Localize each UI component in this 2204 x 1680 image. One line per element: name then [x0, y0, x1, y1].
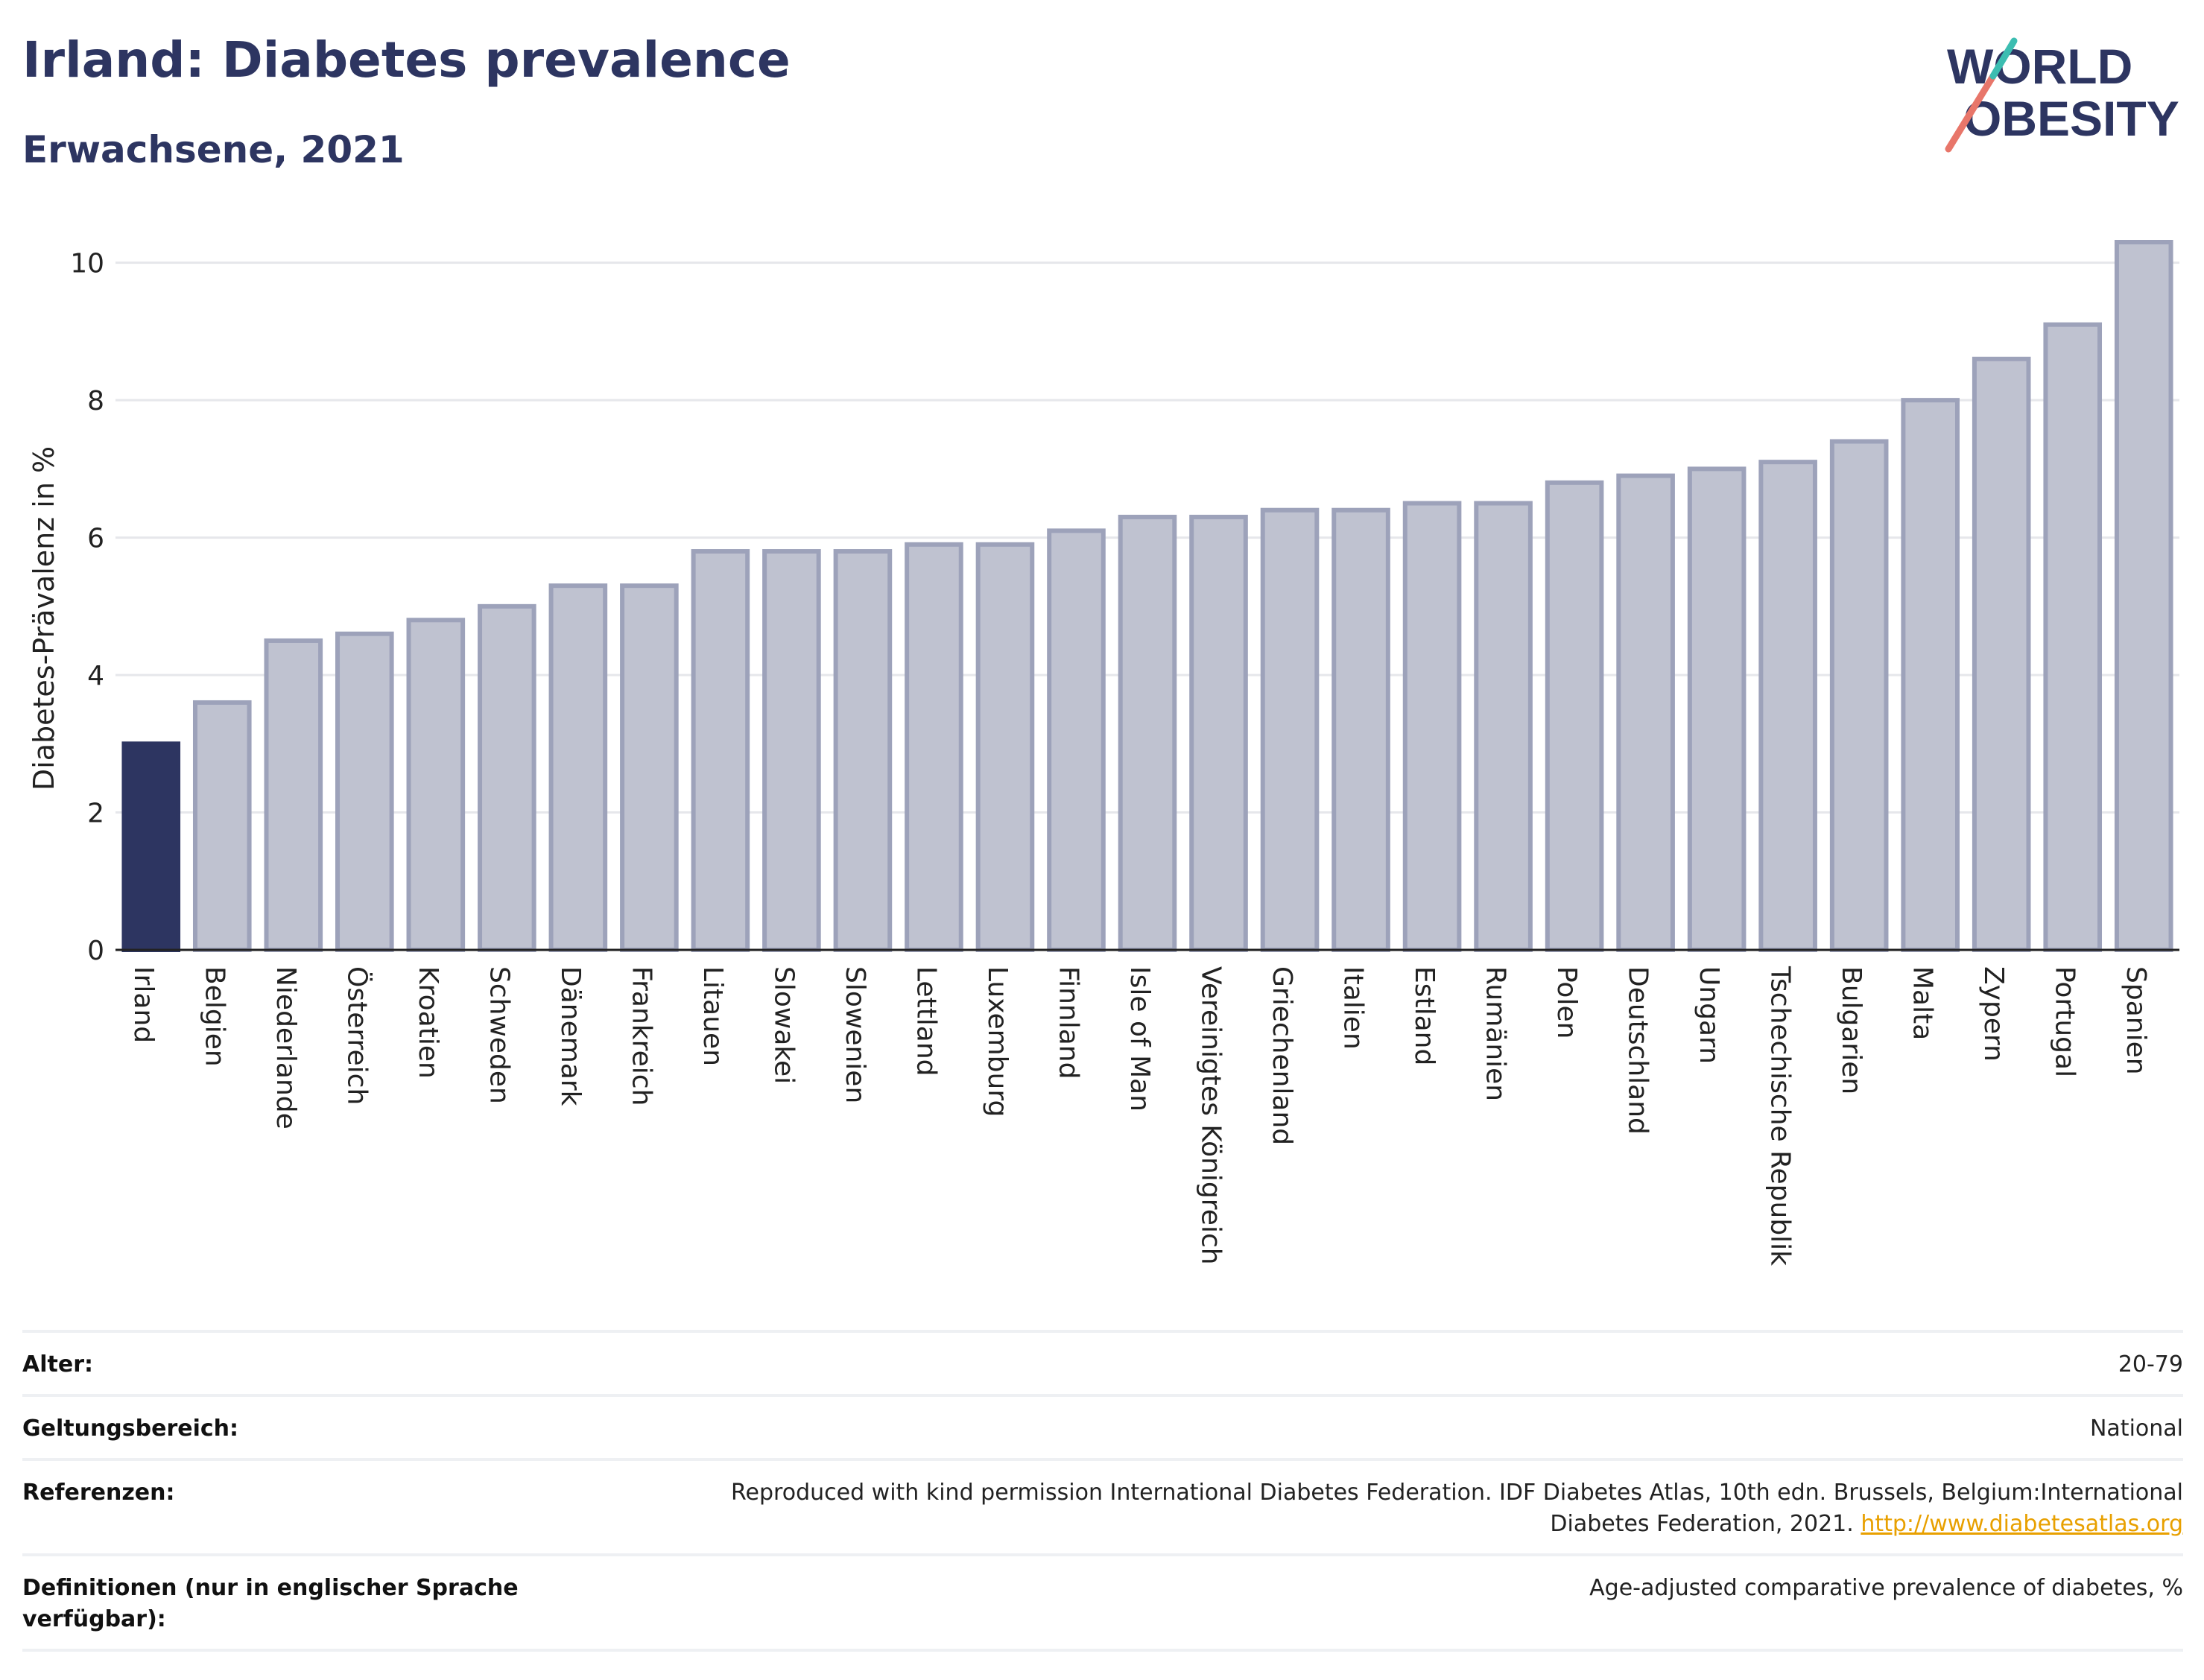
y-tick-label: 0: [87, 936, 104, 966]
x-tick-label: Litauen: [697, 966, 728, 1066]
bar-chart: 0 2 4 6 8 10 Irland Belgien Niederlande Österrei…: [28, 240, 2179, 1266]
bar-luxemburg: [975, 542, 1035, 952]
x-tick-label: Luxemburg: [982, 966, 1013, 1117]
references-value: Reproduced with kind permission Internat…: [656, 1477, 2183, 1540]
x-tick-label: Lettland: [911, 966, 941, 1077]
meta-row-age: Alter: 20-79: [22, 1330, 2183, 1394]
x-tick-label: Ungarn: [1694, 966, 1724, 1064]
bar-isle-of-man: [1118, 514, 1177, 952]
references-label: Referenzen:: [22, 1480, 175, 1506]
x-tick-label: Irland: [128, 966, 159, 1043]
bar-österreich: [335, 631, 394, 952]
scope-value: National: [2089, 1416, 2183, 1442]
bar-litauen: [691, 549, 750, 952]
metadata-table: Alter: 20-79 Geltungsbereich: National R…: [22, 1330, 2183, 1652]
logo-line1: WORLD: [1947, 39, 2132, 94]
bar-irland: [121, 741, 181, 952]
x-tick-label: Isle of Man: [1124, 966, 1155, 1112]
y-tick-label: 8: [87, 386, 104, 416]
y-tick-label: 10: [70, 249, 104, 279]
x-tick-label: Finnland: [1053, 966, 1083, 1079]
references-text: Reproduced with kind permission Internat…: [731, 1480, 2183, 1537]
bar-portugal: [2043, 322, 2103, 952]
bar-zypern: [1972, 356, 2031, 952]
y-axis-label: Diabetes-Prävalenz in %: [28, 446, 60, 790]
bar-dänemark: [548, 583, 608, 952]
x-tick-label: Deutschland: [1623, 966, 1653, 1135]
bar-griechenland: [1260, 507, 1320, 952]
bar-schweden: [478, 603, 536, 952]
bar-malta: [1901, 398, 1960, 952]
y-tick-label: 4: [87, 661, 104, 691]
meta-row-scope: Geltungsbereich: National: [22, 1394, 2183, 1458]
bar-ungarn: [1687, 466, 1747, 952]
scope-label: Geltungsbereich:: [22, 1416, 239, 1442]
age-label: Alter:: [22, 1351, 93, 1378]
bar-italien: [1331, 507, 1390, 952]
x-tick-label: Estland: [1409, 966, 1440, 1065]
bar-spanien: [2114, 240, 2173, 952]
bars: [121, 240, 2173, 953]
y-tick-label: 6: [87, 524, 104, 554]
y-axis-ticks: 0 2 4 6 8 10: [70, 249, 104, 966]
bar-polen: [1545, 480, 1604, 952]
x-tick-label: Dänemark: [555, 966, 586, 1106]
x-tick-label: Tschechische Republik: [1765, 966, 1796, 1266]
x-tick-label: Vereinigtes Königreich: [1196, 966, 1226, 1265]
bar-finnland: [1047, 528, 1106, 952]
meta-row-references: Referenzen: Reproduced with kind permiss…: [22, 1458, 2183, 1553]
age-value: 20-79: [2118, 1351, 2183, 1378]
x-tick-label: Schweden: [484, 966, 514, 1104]
bar-slowenien: [833, 549, 893, 952]
x-tick-label: Frankreich: [626, 966, 656, 1106]
bar-deutschland: [1616, 473, 1675, 952]
x-tick-label: Portugal: [2050, 966, 2080, 1077]
x-tick-label: Österreich: [341, 966, 373, 1105]
x-tick-label: Niederlande: [270, 966, 301, 1129]
x-tick-label: Slowenien: [840, 966, 870, 1103]
x-tick-label: Rumänien: [1481, 966, 1511, 1101]
bar-lettland: [905, 542, 963, 952]
definitions-label: Definitionen (nur in englischer Sprache …: [22, 1575, 519, 1632]
x-tick-label: Zypern: [1978, 966, 2009, 1062]
bar-rumänien: [1474, 501, 1533, 952]
bar-frankreich: [620, 583, 679, 952]
bar-estland: [1402, 501, 1462, 952]
bar-tschechische-republik: [1758, 460, 1817, 952]
bar-belgien: [192, 700, 252, 953]
x-tick-label: Belgien: [199, 966, 229, 1067]
x-tick-label: Slowakei: [768, 966, 799, 1084]
bar-niederlande: [264, 638, 323, 953]
definitions-value: Age-adjusted comparative prevalence of d…: [1589, 1575, 2183, 1601]
x-tick-label: Griechenland: [1267, 966, 1297, 1145]
x-tick-label: Malta: [1907, 966, 1938, 1040]
y-tick-label: 2: [87, 799, 104, 829]
x-tick-label: Kroatien: [413, 966, 443, 1079]
bar-slowakei: [762, 549, 821, 952]
chart-title: Irland: Diabetes prevalence: [22, 31, 791, 89]
x-tick-label: Bulgarien: [1836, 966, 1866, 1094]
logo-line2: OBESITY: [1963, 91, 2179, 146]
bar-kroatien: [406, 618, 466, 952]
x-tick-label: Polen: [1551, 966, 1582, 1039]
x-axis-labels: Irland Belgien Niederlande Österreich Kroati…: [128, 966, 2151, 1266]
x-tick-label: Spanien: [2121, 966, 2151, 1075]
x-tick-label: Italien: [1338, 966, 1369, 1050]
meta-row-definitions: Definitionen (nur in englischer Sprache …: [22, 1553, 2183, 1652]
bar-vereinigtes-königreich: [1189, 514, 1248, 952]
diabetesatlas-link[interactable]: http://www.diabetesatlas.org: [1861, 1511, 2183, 1537]
chart-subtitle: Erwachsene, 2021: [22, 128, 405, 171]
world-obesity-logo: WORLD OBESITY: [1945, 37, 2179, 153]
bar-bulgarien: [1829, 439, 1889, 952]
